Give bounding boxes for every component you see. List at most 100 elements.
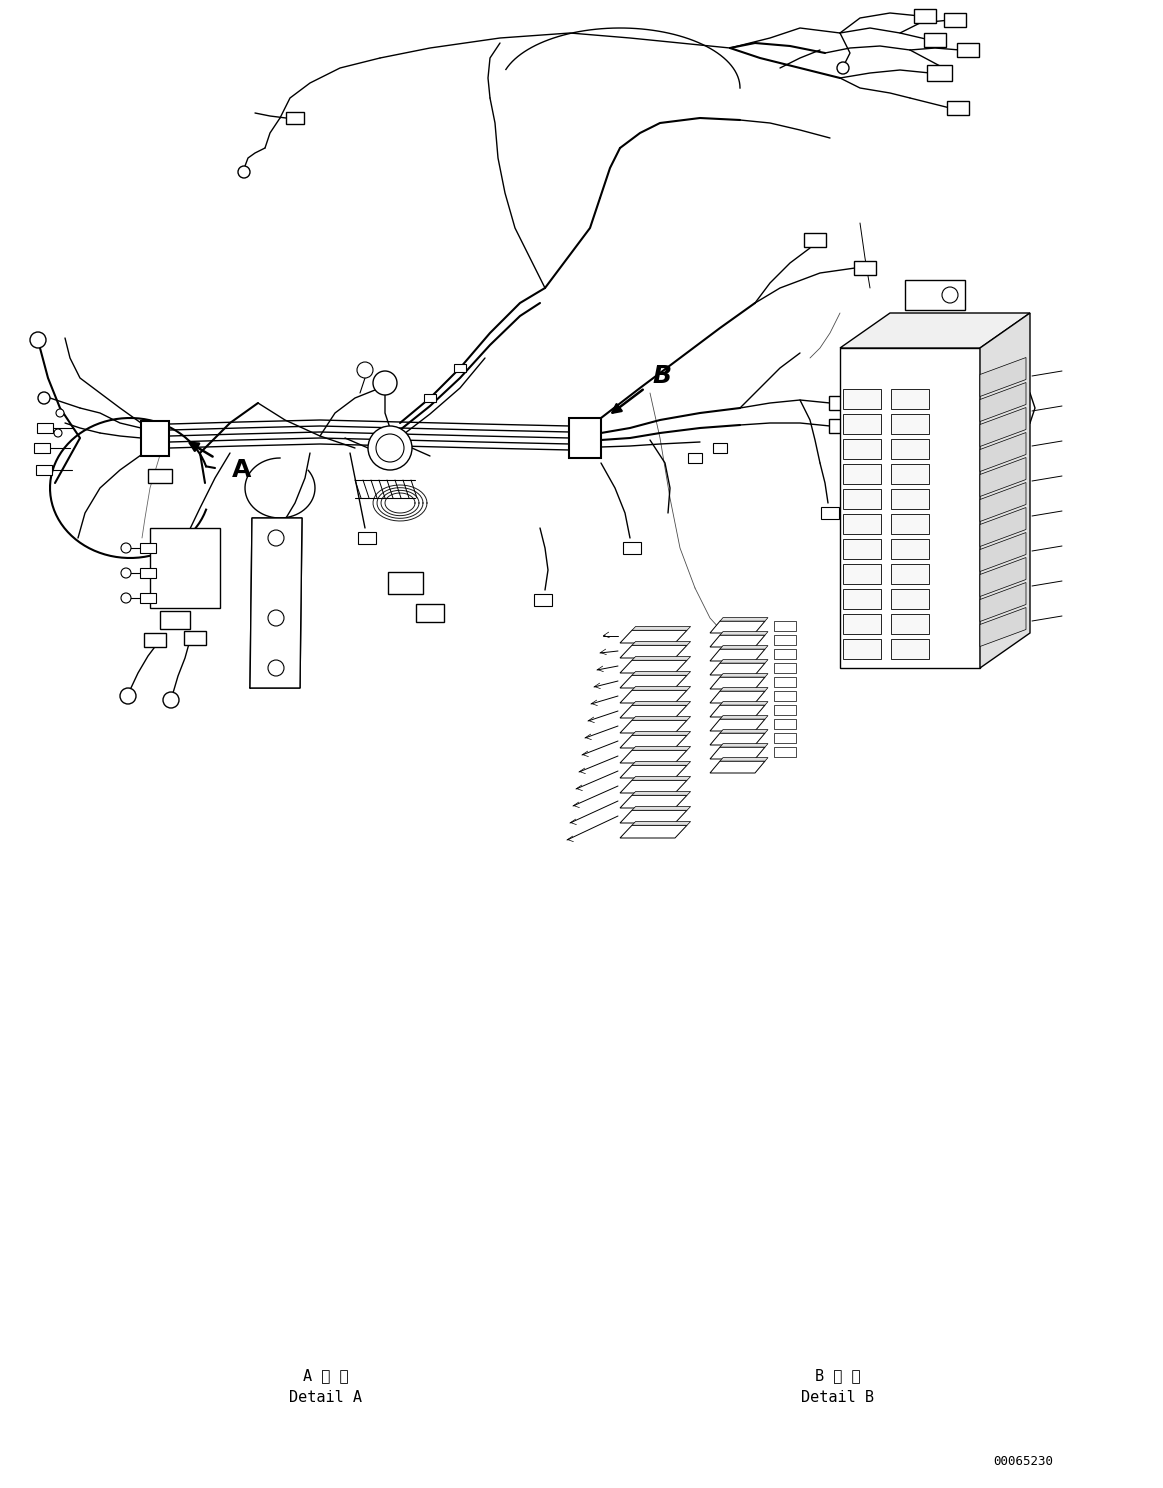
Bar (160, 612, 190, 629)
Circle shape (121, 594, 131, 603)
Circle shape (267, 661, 284, 676)
Polygon shape (980, 312, 1030, 668)
Polygon shape (720, 757, 768, 760)
Bar (843, 490, 882, 509)
Polygon shape (632, 686, 691, 690)
Circle shape (357, 362, 373, 378)
Bar (387, 571, 422, 594)
Bar (184, 631, 206, 644)
Polygon shape (840, 312, 1030, 348)
Bar (534, 594, 552, 606)
Circle shape (376, 434, 404, 461)
Circle shape (30, 332, 47, 348)
Bar (37, 423, 53, 433)
Polygon shape (720, 702, 768, 705)
Polygon shape (620, 795, 687, 808)
Circle shape (120, 687, 136, 704)
Polygon shape (709, 649, 765, 661)
Bar (286, 112, 304, 124)
Bar (944, 13, 966, 27)
Bar (843, 539, 882, 559)
Polygon shape (632, 777, 691, 780)
Circle shape (121, 568, 131, 577)
Bar (829, 420, 851, 433)
Polygon shape (632, 821, 691, 826)
Bar (713, 443, 727, 452)
Bar (140, 594, 156, 603)
Bar (843, 638, 882, 659)
Bar (424, 394, 436, 402)
Circle shape (121, 543, 131, 554)
Polygon shape (250, 518, 302, 687)
Polygon shape (632, 747, 691, 750)
Polygon shape (720, 631, 768, 635)
Polygon shape (709, 620, 765, 632)
Bar (843, 388, 882, 409)
Polygon shape (720, 659, 768, 664)
Bar (891, 414, 929, 434)
Bar (928, 65, 952, 80)
Text: A: A (231, 458, 251, 482)
Bar (829, 396, 851, 411)
Polygon shape (720, 729, 768, 734)
Bar (923, 33, 946, 48)
Polygon shape (720, 618, 768, 620)
Polygon shape (620, 661, 687, 673)
Polygon shape (632, 717, 691, 720)
Polygon shape (980, 533, 1026, 571)
Bar (158, 580, 178, 595)
Bar (150, 528, 220, 609)
Bar (843, 513, 882, 534)
Bar (454, 365, 466, 372)
Bar (144, 632, 166, 647)
Bar (775, 664, 795, 673)
Bar (34, 443, 50, 452)
Circle shape (368, 426, 412, 470)
Circle shape (267, 530, 284, 546)
Bar (891, 439, 929, 458)
Polygon shape (709, 690, 765, 702)
Bar (854, 260, 876, 275)
Bar (891, 490, 929, 509)
Text: 00065230: 00065230 (993, 1455, 1054, 1467)
Bar (775, 719, 795, 729)
Polygon shape (632, 792, 691, 795)
Circle shape (942, 287, 958, 304)
Polygon shape (632, 671, 691, 676)
Polygon shape (720, 646, 768, 649)
Text: A 詳 細
Detail A: A 詳 細 Detail A (290, 1369, 362, 1405)
Polygon shape (980, 433, 1026, 472)
Circle shape (373, 371, 397, 394)
Bar (891, 464, 929, 484)
Polygon shape (632, 656, 691, 661)
Polygon shape (620, 646, 687, 658)
Polygon shape (980, 507, 1026, 546)
Bar (148, 469, 172, 484)
Bar (775, 747, 795, 757)
Bar (688, 452, 702, 463)
Polygon shape (620, 780, 687, 793)
Circle shape (38, 391, 50, 405)
Polygon shape (709, 734, 765, 745)
Bar (957, 43, 979, 57)
Bar (914, 9, 936, 22)
Bar (905, 280, 965, 310)
Text: B 詳 細
Detail B: B 詳 細 Detail B (801, 1369, 873, 1405)
Bar (140, 568, 156, 577)
Circle shape (238, 167, 250, 179)
Polygon shape (632, 641, 691, 646)
Circle shape (53, 429, 62, 437)
Polygon shape (720, 687, 768, 690)
Bar (843, 615, 882, 634)
Bar (891, 615, 929, 634)
Bar (821, 507, 839, 519)
Bar (569, 418, 601, 458)
Bar (804, 234, 826, 247)
Bar (775, 635, 795, 644)
Bar (36, 464, 52, 475)
Polygon shape (840, 348, 980, 668)
Bar (891, 539, 929, 559)
Polygon shape (632, 701, 691, 705)
Bar (775, 649, 795, 659)
Polygon shape (620, 676, 687, 687)
